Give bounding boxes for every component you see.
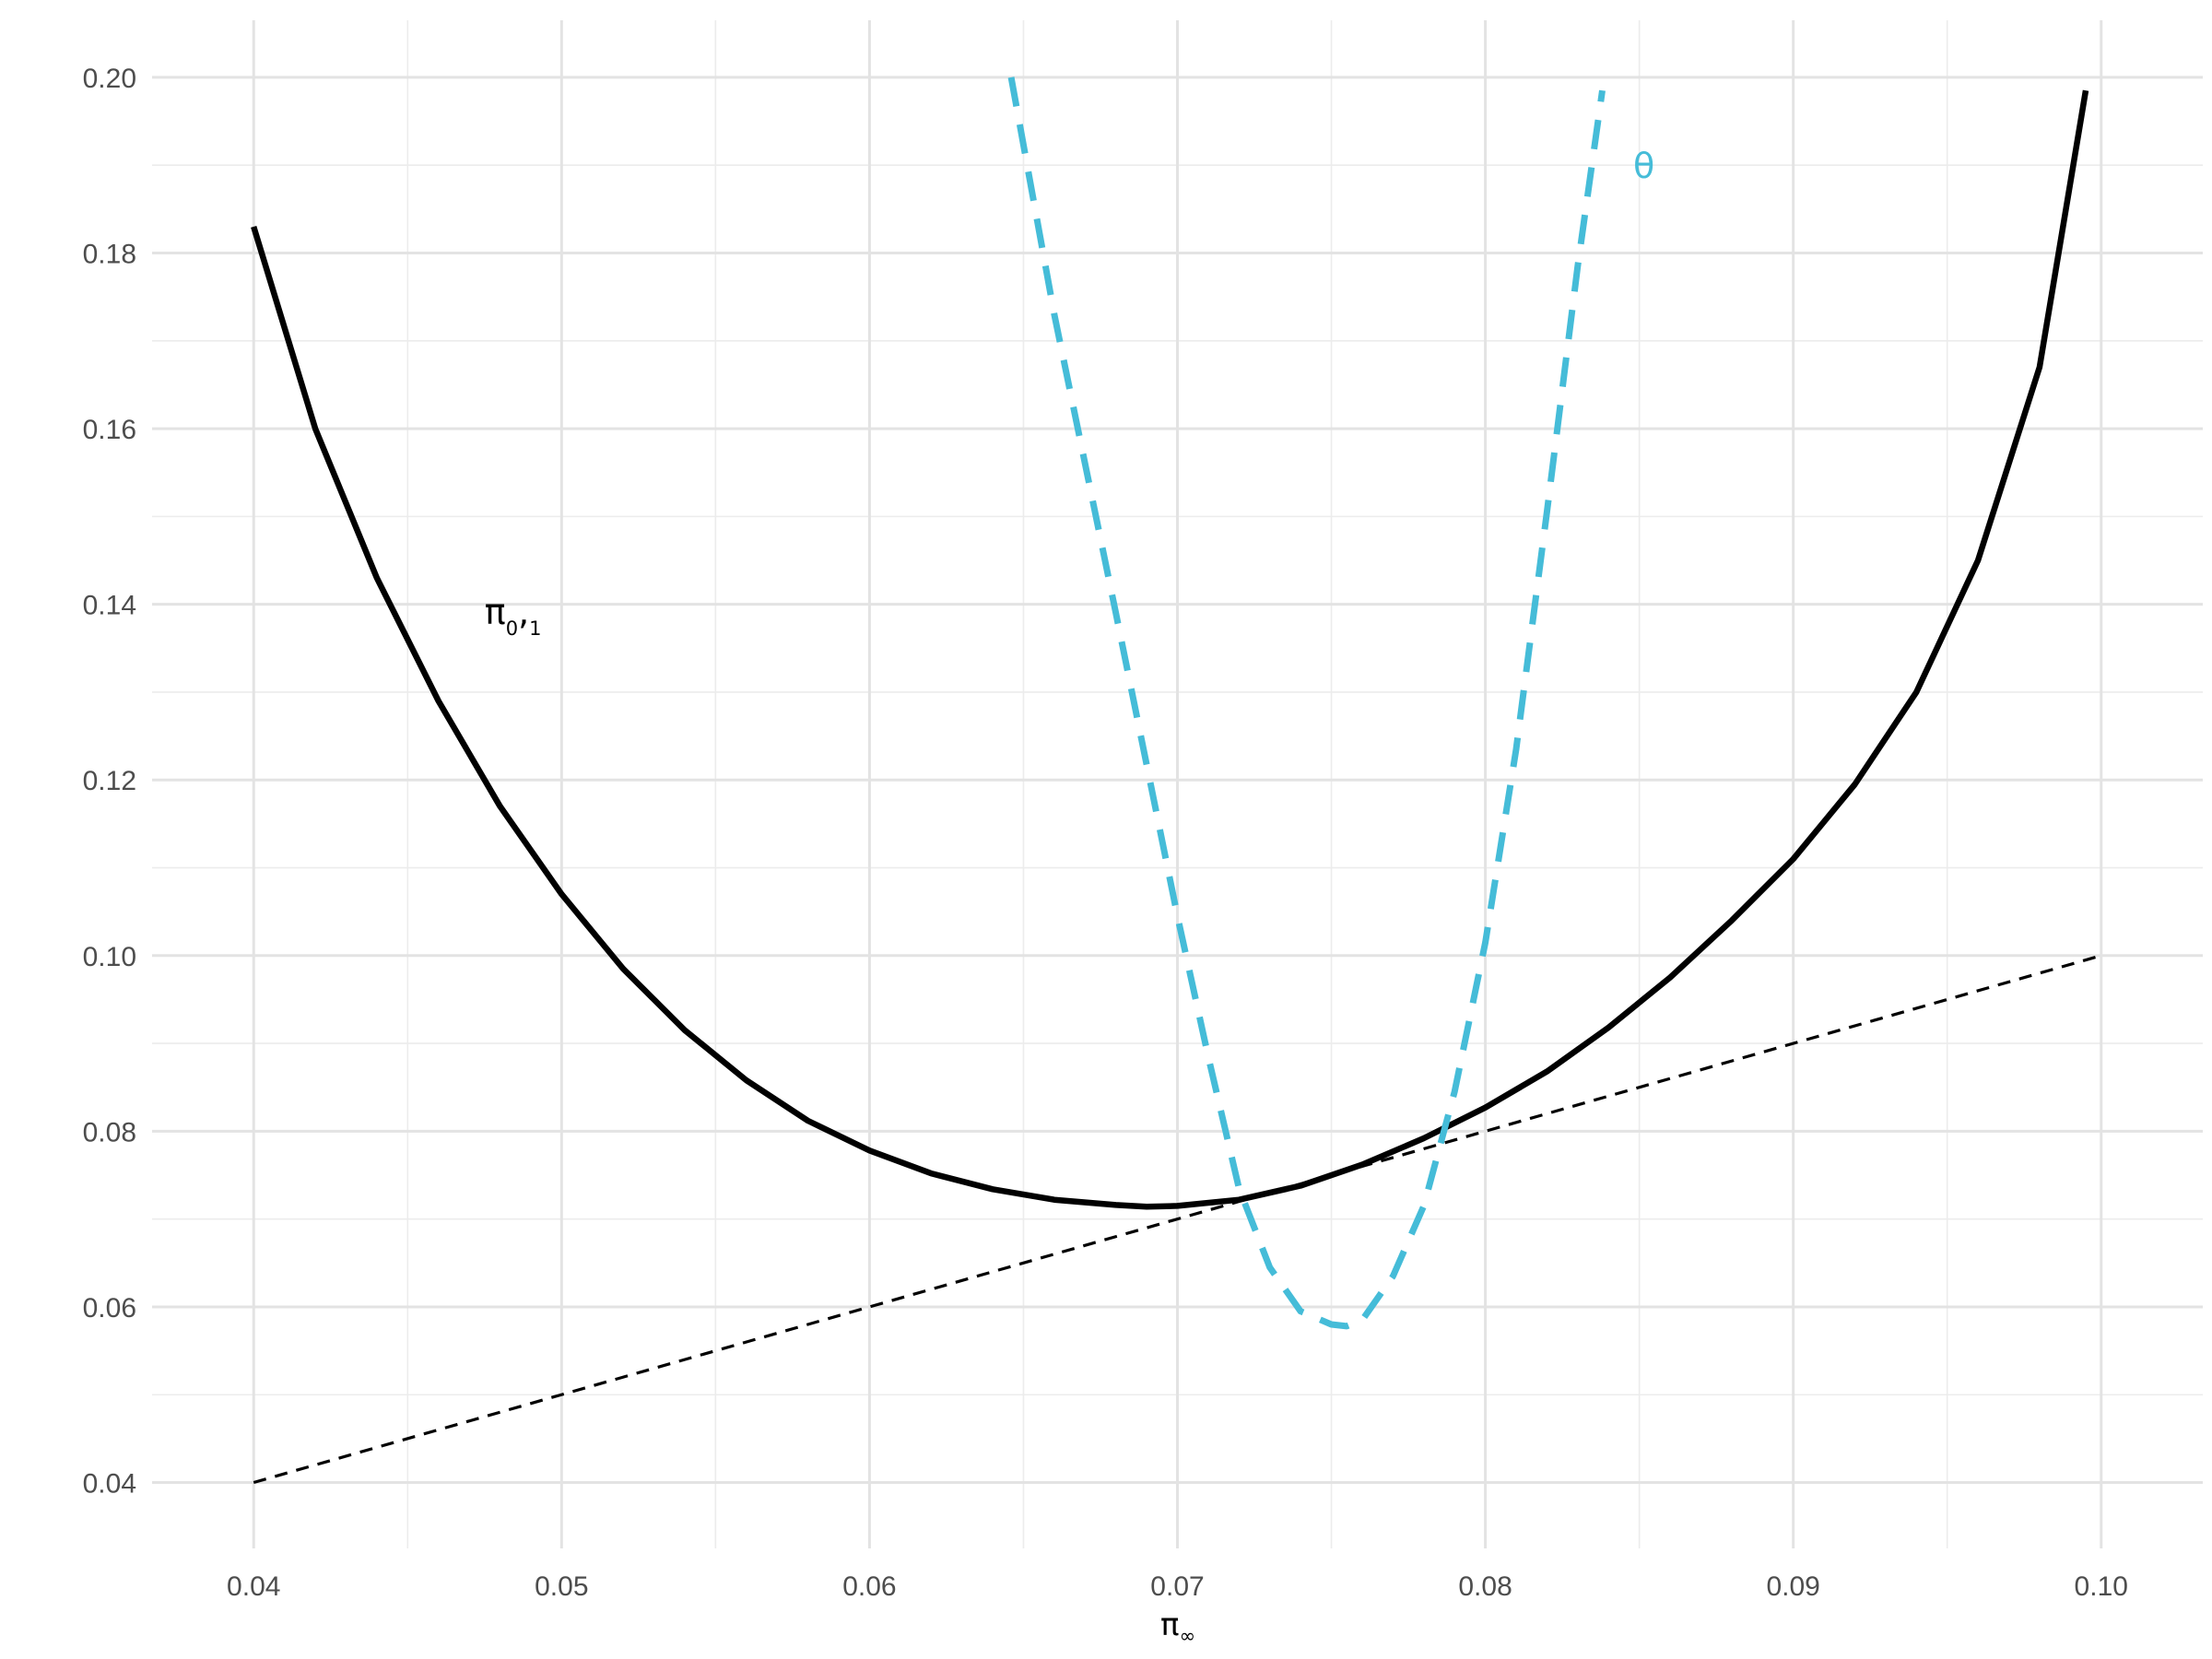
x-tick-label: 0.07	[1150, 1571, 1204, 1602]
y-tick-label: 0.10	[83, 942, 136, 972]
y-tick-label: 0.04	[83, 1469, 136, 1500]
pi-01-curve	[251, 89, 2089, 1210]
pi-01-label-sub2: 1	[529, 618, 541, 640]
x-axis-label-main: π	[1160, 1606, 1179, 1643]
x-axis-label-sub: ∞	[1179, 1625, 1195, 1647]
x-tick-label: 0.08	[1458, 1571, 1512, 1602]
pi-01-label: π0,1	[485, 592, 542, 640]
y-tick-label: 0.06	[83, 1293, 136, 1324]
pi-01-label-comma: ,	[518, 592, 529, 632]
y-tick-labels: 0.04 0.06 0.08 0.10 0.12 0.14 0.16 0.18 0.20	[83, 64, 136, 1500]
theta-curve	[1007, 76, 1606, 1330]
y-tick-label: 0.18	[83, 240, 136, 270]
reference-line	[253, 954, 2102, 1485]
x-axis-label: π∞	[1160, 1606, 1195, 1647]
y-tick-label: 0.14	[83, 591, 136, 621]
y-tick-label: 0.20	[83, 64, 136, 94]
x-tick-label: 0.04	[227, 1571, 280, 1602]
x-tick-label: 0.05	[535, 1571, 588, 1602]
pi-01-label-sub1: 0	[506, 618, 518, 640]
x-tick-label: 0.06	[842, 1571, 896, 1602]
labels-layer: π0,1θπ∞	[485, 146, 1654, 1647]
series-layer	[251, 76, 2102, 1485]
x-tick-label: 0.10	[2075, 1571, 2128, 1602]
y-tick-label: 0.08	[83, 1117, 136, 1147]
pi-01-label-main: π	[485, 592, 506, 632]
grid	[152, 20, 2203, 1548]
x-tick-label: 0.09	[1766, 1571, 1819, 1602]
y-tick-label: 0.12	[83, 766, 136, 796]
x-tick-labels: 0.04 0.05 0.06 0.07 0.08 0.09 0.10	[227, 1571, 2128, 1602]
y-tick-label: 0.16	[83, 415, 136, 445]
theta-label: θ	[1633, 146, 1654, 186]
